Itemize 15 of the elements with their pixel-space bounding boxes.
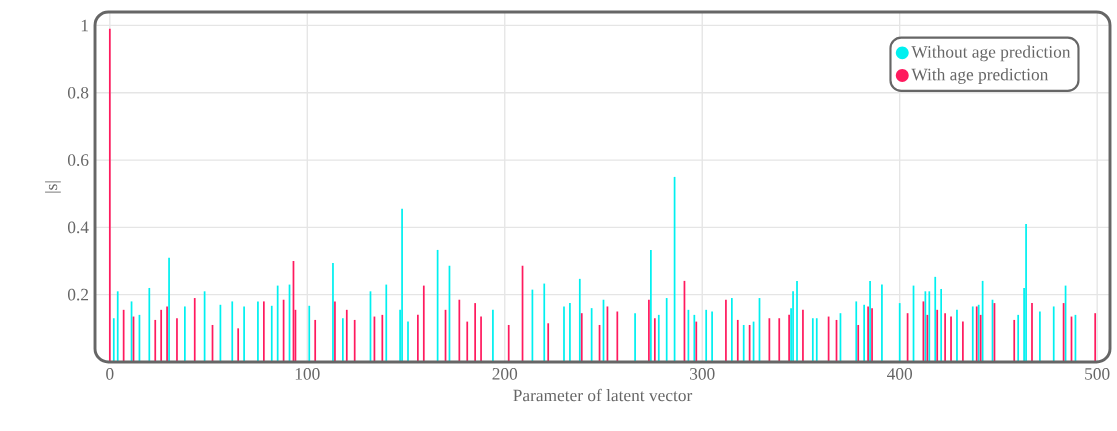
x-tick-label: 500 (1085, 368, 1110, 380)
y-tick-label: 0.2 (67, 288, 89, 301)
x-tick-label: 200 (492, 368, 518, 380)
y-tick-label: 1 (81, 19, 88, 32)
x-tick-label: 300 (690, 368, 715, 380)
y-axis-title: |s| (45, 181, 61, 193)
y-tick-label: 0.4 (67, 221, 89, 234)
legend-label: With age prediction (911, 68, 1049, 84)
x-axis-title: Parameter of latent vector (513, 388, 693, 402)
y-tick-label: 0.6 (67, 154, 89, 166)
legend-label: Without age prediction (911, 45, 1071, 62)
x-tick-label: 400 (887, 368, 913, 380)
x-tick-label: 100 (295, 368, 320, 380)
y-tick-label: 0.8 (67, 86, 89, 99)
x-tick-label: 0 (106, 368, 114, 380)
